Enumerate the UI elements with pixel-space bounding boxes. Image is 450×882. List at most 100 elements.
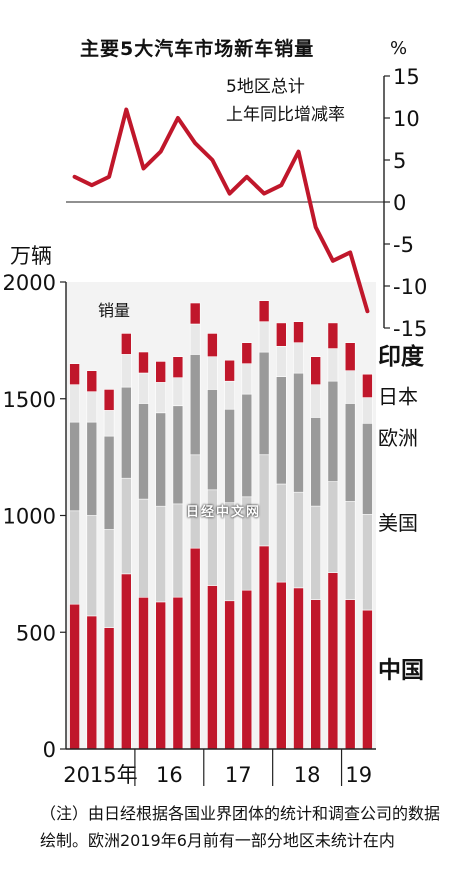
bar-segment [344,403,356,502]
bar-segment [275,376,287,485]
bar-segment [103,529,115,628]
bar-segment [327,348,339,382]
bar-segment [293,342,304,374]
series-label-3: 欧洲 [378,426,418,450]
bar-segment [155,601,166,750]
bar-y-tick-label: 1000 [3,505,56,529]
bar-segment [103,389,115,411]
line-series-label-1: 5地区总计 [226,77,305,97]
watermark: 日经中文网 [186,505,262,520]
bar-segment [172,377,184,407]
series-label-5: 印度 [378,343,425,370]
bar-segment [121,573,132,750]
bar-segment [207,389,218,491]
bar-segment [224,408,235,503]
bar-y-tick-label: 2000 [3,271,56,295]
bar-segment [155,505,166,603]
bar-segment [241,393,253,498]
line-y-tick-label: -5 [393,233,414,257]
bar-segment [310,417,322,507]
bar-segment [103,410,115,437]
bar-segment [207,356,218,390]
bar-segment [155,412,166,507]
bar-segment [275,322,287,347]
bar-segment [327,572,339,750]
bar-y-tick-label: 0 [43,738,56,762]
bar-segment [138,498,149,598]
plot-background [66,282,376,749]
line-y-tick-label: 10 [393,107,420,131]
bar-segment [121,477,132,575]
bar-segment [258,351,270,455]
bar-segment [172,405,184,505]
bar-axis-unit: 万辆 [10,244,52,268]
x-group-label: 16 [156,763,183,787]
bar-segment [138,596,149,750]
chart-title: 主要5大汽车市场新车销量 [80,38,315,60]
bar-segment [362,609,373,750]
line-y-tick-label: 5 [393,149,406,173]
bar-segment [293,491,304,589]
bar-segment [189,323,201,355]
bar-segment [327,322,339,349]
bar-segment [189,547,201,750]
series-label-4: 日本 [378,384,418,408]
bar-segment [69,421,80,512]
bar-segment [207,585,218,750]
bar-segment [86,391,98,423]
bar-segment [241,589,253,750]
bar-segment [310,599,322,750]
bar-segment [138,351,149,374]
bar-segment [362,397,373,424]
bar-y-tick-label: 1500 [3,388,56,412]
bar-segment [155,382,166,414]
bar-segment [103,627,115,750]
bar-segment [121,386,132,479]
bar-segment [189,354,201,456]
bar-segment [172,356,184,379]
footnote: （注）由日经根据各国业界团体的统计和调查公司的数据绘制。欧洲2019年6月前有一… [40,804,441,850]
bar-segment [86,615,98,750]
series-label-2: 美国 [378,511,418,535]
bar-segment [224,359,235,382]
bar-segment [241,363,253,395]
bar-segment [121,333,132,355]
line-y-tick-label: -15 [393,317,427,341]
bar-segment [258,545,270,750]
bar-segment [172,503,184,598]
bar-segment [86,421,98,516]
bar-y-tick-label: 500 [16,621,56,645]
bar-segment [241,342,253,365]
growth-rate-line [72,107,370,314]
bar-segment [103,435,115,530]
bar-segment [275,483,287,583]
bar-segment [275,581,287,750]
bar-segment [327,481,339,574]
x-group-label: 2015年 [63,763,137,787]
bar-segment [172,596,184,750]
bar-segment [293,321,304,344]
bar-segment [293,587,304,750]
bar-segment [362,373,373,398]
bar-segment [310,384,322,418]
x-group-label: 19 [345,763,372,787]
bar-segment [258,321,270,353]
bar-segment [344,599,356,750]
bar-segment [362,422,373,515]
x-group-label: 17 [225,763,252,787]
bar-segment [362,513,373,611]
bar-segment [275,345,287,377]
bar-segment [224,380,235,410]
bar-segment [344,370,356,404]
bar-segment [69,384,80,423]
bar-segment [138,403,149,500]
bar-segment [207,333,218,357]
bar-segment [189,302,201,325]
bar-segment [86,515,98,617]
bar-segment [69,363,80,386]
line-y-tick-label: 15 [393,65,420,89]
bar-segment [310,505,322,600]
series-label-1: 中国 [378,658,424,684]
bar-segment [86,370,98,393]
